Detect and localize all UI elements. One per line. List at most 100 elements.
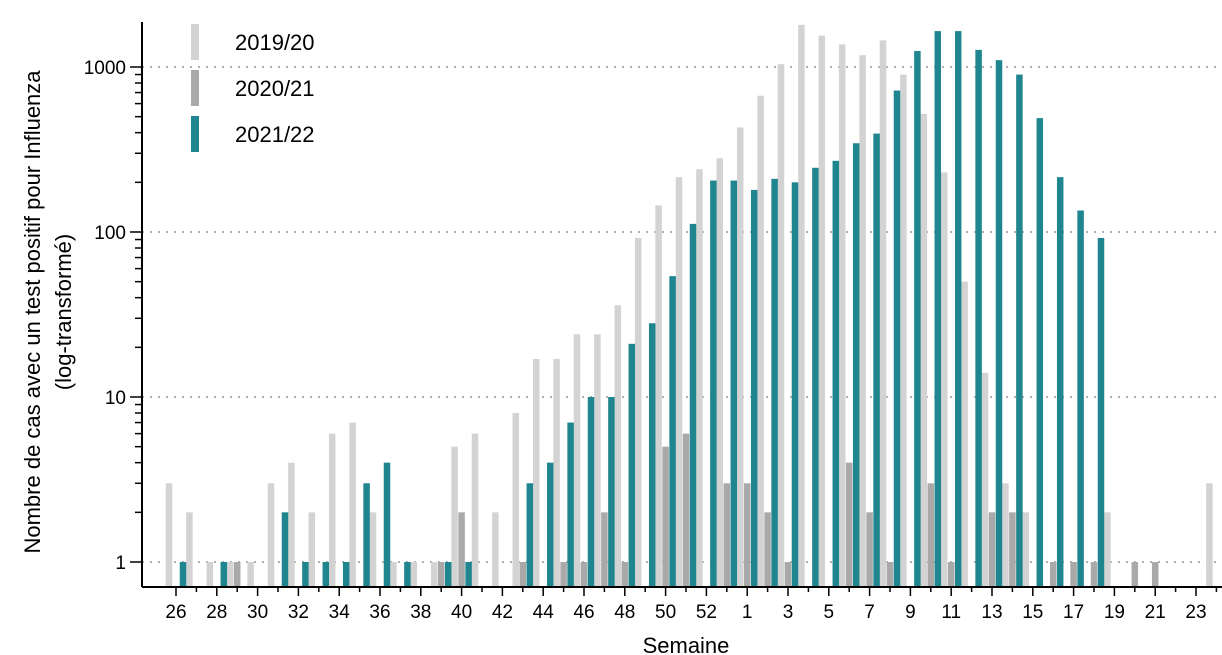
bar-2019-20-week-44: [532, 358, 540, 588]
x-tick-label-50: 50: [655, 602, 676, 623]
bar-2019-20-week-47: [594, 334, 601, 588]
y-axis-title-line1: Nombre de cas avec un test positif pour …: [20, 70, 45, 554]
legend-label-2019-20: 2019/20: [235, 30, 315, 55]
bar-2020-21-week-11: [927, 483, 935, 588]
y-tick-label-1: 1: [115, 553, 126, 574]
x-tick-label-30: 30: [247, 602, 268, 623]
bar-2019-20-week-5: [798, 24, 805, 588]
bar-2021-22-week-5: [812, 167, 819, 588]
bar-2019-20-week-9: [879, 40, 887, 588]
bar-2020-21-week-39: [437, 562, 445, 588]
bar-2019-20-week-15: [1002, 483, 1009, 588]
bar-2020-21-week-50: [662, 446, 669, 588]
x-tick-label-36: 36: [369, 602, 390, 623]
bar-2021-22-week-19: [1097, 237, 1105, 588]
bar-2021-22-week-34: [342, 562, 350, 588]
bar-2019-20-week-42: [492, 512, 499, 588]
bar-2019-20-week-48: [614, 305, 622, 588]
bar-2020-21-week-3: [764, 512, 771, 588]
bar-2021-22-week-2: [750, 189, 758, 588]
bar-2021-22-week-43: [526, 483, 534, 588]
bar-2021-22-week-32: [302, 562, 309, 588]
bar-2019-20-week-3: [757, 95, 764, 588]
bar-2019-20-week-27: [186, 512, 193, 588]
x-tick-label-21: 21: [1145, 602, 1166, 623]
bar-2021-22-week-14: [995, 60, 1003, 588]
legend-swatch-2019-20: [191, 24, 199, 60]
bar-2021-22-week-45: [567, 422, 574, 588]
bar-2019-20-week-25: [1206, 483, 1213, 588]
bar-2019-20-week-12: [940, 172, 948, 588]
bar-2021-22-week-15: [1016, 74, 1023, 588]
x-tick-label-26: 26: [165, 602, 186, 623]
bar-2021-22-week-3: [771, 178, 778, 588]
bar-2020-21-week-4: [784, 562, 792, 588]
bar-2019-20-week-37: [390, 562, 397, 588]
bar-2019-20-week-11: [920, 113, 928, 588]
bar-2021-22-week-1: [730, 180, 738, 588]
bar-2019-20-week-10: [900, 74, 907, 588]
x-tick-label-28: 28: [206, 602, 227, 623]
bar-2019-20-week-28: [206, 562, 214, 588]
x-tick-label-3: 3: [783, 602, 794, 623]
bar-2020-21-week-47: [601, 512, 608, 588]
bar-2019-20-week-36: [369, 512, 377, 588]
bar-2019-20-week-50: [655, 205, 662, 588]
bar-2020-21-week-19: [1090, 562, 1098, 588]
bar-2019-20-week-39: [430, 562, 438, 588]
bar-2019-20-week-33: [308, 512, 316, 588]
bar-2019-20-week-13: [961, 281, 968, 588]
bar-2021-22-week-12: [954, 31, 962, 588]
bar-2020-21-week-15: [1009, 512, 1016, 588]
bar-2019-20-week-14: [981, 372, 989, 588]
bar-2021-22-week-40: [465, 562, 472, 588]
bar-2020-21-week-22: [1151, 562, 1159, 588]
bar-2019-20-week-30: [247, 562, 254, 588]
bar-2021-22-week-33: [322, 562, 330, 588]
bar-2021-22-week-52: [710, 180, 717, 588]
bar-2019-20-week-45: [553, 358, 560, 588]
bar-2019-20-week-29: [226, 562, 234, 588]
bar-2019-20-week-51: [675, 177, 683, 588]
bar-2019-20-week-38: [410, 562, 418, 588]
bar-2020-21-week-8: [866, 512, 873, 588]
bar-2021-22-week-4: [791, 182, 799, 588]
bar-2019-20-week-26: [165, 483, 173, 588]
bar-2020-21-week-12: [947, 562, 955, 588]
bar-2021-22-week-50: [669, 276, 676, 588]
bar-2019-20-week-1: [716, 158, 724, 588]
bar-2019-20-week-20: [1104, 512, 1111, 588]
bar-2020-21-week-14: [988, 512, 996, 588]
bar-2021-22-week-46: [587, 397, 595, 588]
bar-2020-21-week-2: [743, 483, 751, 588]
bar-2019-20-week-32: [288, 462, 295, 588]
bar-2019-20-week-8: [859, 55, 866, 588]
bar-2020-21-week-45: [560, 562, 567, 588]
bar-2021-22-week-9: [893, 90, 901, 588]
bar-2019-20-week-6: [818, 35, 826, 588]
x-tick-label-52: 52: [696, 602, 717, 623]
x-tick-label-19: 19: [1104, 602, 1125, 623]
bar-2021-22-week-6: [832, 160, 840, 588]
bar-2021-22-week-37: [404, 562, 411, 588]
bar-2021-22-week-36: [383, 462, 391, 588]
bar-2020-21-week-46: [580, 562, 588, 588]
bar-2021-22-week-16: [1036, 118, 1044, 588]
bar-2019-20-week-16: [1022, 512, 1030, 588]
bar-2020-21-week-17: [1049, 562, 1057, 588]
bar-2021-22-week-8: [873, 133, 880, 588]
x-tick-label-38: 38: [410, 602, 431, 623]
bar-2019-20-week-4: [777, 64, 785, 588]
y-tick-label-100: 100: [94, 223, 126, 244]
bar-2021-22-week-47: [608, 397, 615, 588]
bar-2020-21-week-40: [458, 512, 465, 588]
x-tick-label-44: 44: [533, 602, 555, 623]
bar-2021-22-week-44: [546, 462, 554, 588]
x-tick-label-48: 48: [614, 602, 635, 623]
x-axis-title: Semaine: [643, 633, 730, 655]
bar-2021-22-week-11: [934, 31, 942, 588]
bar-2019-20-week-41: [471, 433, 479, 588]
bar-2019-20-week-34: [328, 433, 336, 588]
